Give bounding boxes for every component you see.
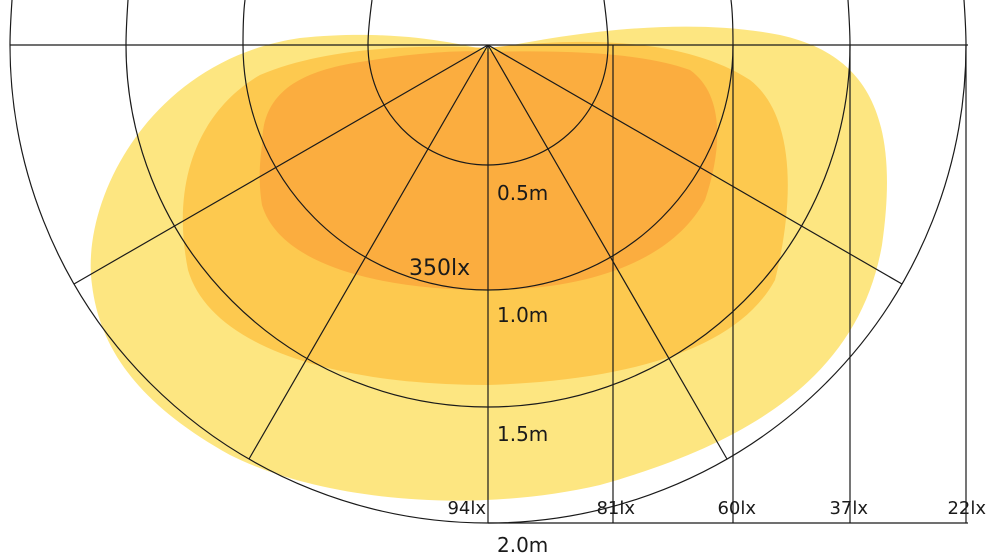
arc-top-extension-0-5m-right [603,0,609,46]
radial-line-right-30 [487,44,728,460]
distance-label-1-5m: 1.5m [497,422,548,446]
grid [9,0,968,524]
radial-line-left-30 [248,44,489,460]
lux-label-81: 81lx [596,498,635,519]
radial-line-right-60 [487,44,903,285]
lux-label-60: 60lx [717,498,756,519]
arc-top-extension-1-0m-left [242,0,246,46]
arc-top-extension-0-5m-left [367,0,373,46]
radial-line-left-60 [73,44,489,285]
distance-label-2-0m: 2.0m [497,533,548,556]
lux-label-22: 22lx [947,498,986,519]
distance-label-1-0m: 1.0m [497,303,548,327]
arc-top-extension-2-0m-right [963,0,967,46]
lux-label-37: 37lx [829,498,868,519]
lux-label-94: 94lx [447,498,486,519]
arc-top-extension-1-5m-right [847,0,851,46]
arc-top-extension-2-0m-left [9,0,13,46]
arc-top-extension-1-0m-right [730,0,734,46]
distance-label-0-5m: 0.5m [497,181,548,205]
arc-top-extension-1-5m-left [125,0,129,46]
center-illuminance-label: 350lx [409,256,470,281]
